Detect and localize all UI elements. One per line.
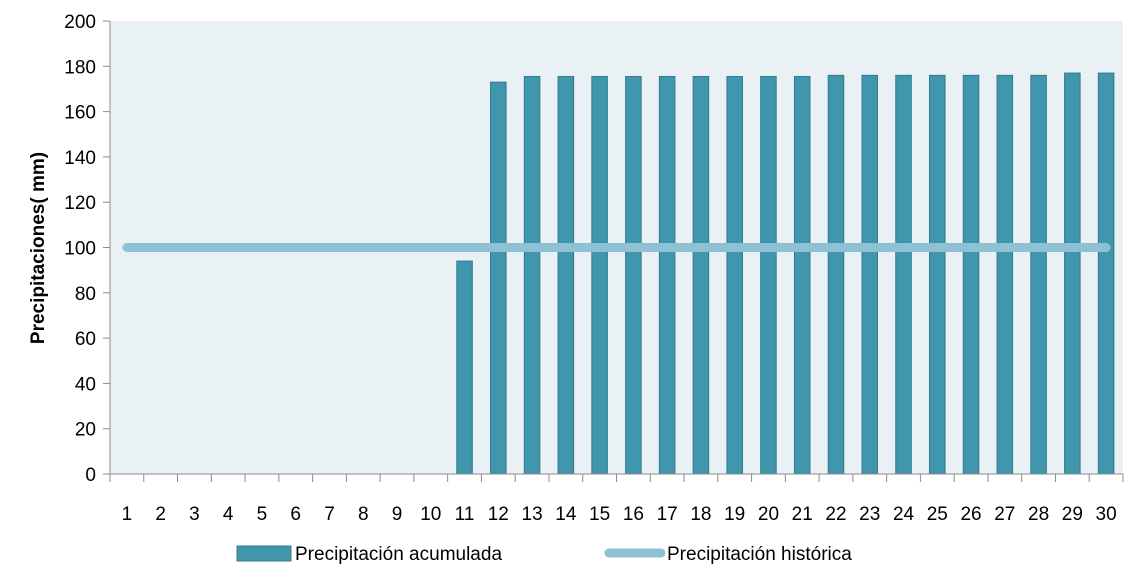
bar-30 bbox=[1097, 72, 1115, 475]
x-tick-label: 11 bbox=[455, 504, 475, 525]
bar-18 bbox=[692, 75, 710, 475]
x-tick-label: 19 bbox=[724, 504, 745, 525]
bar-23 bbox=[861, 74, 879, 475]
bar-14 bbox=[557, 75, 575, 475]
bar-26 bbox=[962, 74, 980, 475]
bar-22 bbox=[827, 74, 845, 475]
bar-13 bbox=[523, 75, 541, 475]
bar-11 bbox=[456, 260, 473, 475]
x-tick-label: 23 bbox=[859, 504, 880, 525]
y-tick-label: 20 bbox=[75, 420, 96, 441]
bar-17 bbox=[658, 75, 676, 475]
bar-29 bbox=[1064, 72, 1081, 475]
bar-25 bbox=[929, 74, 946, 475]
x-tick-label: 21 bbox=[792, 504, 813, 525]
bar-16 bbox=[625, 75, 642, 475]
x-tick-label: 18 bbox=[690, 504, 711, 525]
x-tick-label: 7 bbox=[324, 504, 335, 525]
x-tick-label: 26 bbox=[960, 504, 981, 525]
y-tick-label: 60 bbox=[75, 329, 96, 350]
legend: Precipitación acumulada Precipitación his… bbox=[236, 544, 852, 565]
x-tick-label: 25 bbox=[927, 504, 948, 525]
x-tick-label: 27 bbox=[994, 504, 1015, 525]
bars-group bbox=[456, 72, 1115, 475]
bar-28 bbox=[1030, 74, 1047, 475]
y-tick-label: 80 bbox=[75, 284, 96, 305]
bar-24 bbox=[895, 74, 912, 475]
x-ticks-group: 1 2 3 4 5 6 7 8 9 10 11 12 13 14 15 16 17 18 19 20 21 22 23 24 2… bbox=[109, 474, 1124, 525]
y-tick-label: 120 bbox=[64, 193, 96, 214]
x-tick-label: 12 bbox=[488, 504, 509, 525]
x-tick-label: 6 bbox=[290, 504, 301, 525]
y-tick-label: 40 bbox=[75, 374, 96, 395]
y-tick-label: 160 bbox=[64, 103, 96, 124]
x-tick-label: 28 bbox=[1028, 504, 1049, 525]
legend-label-bar: Precipitación acumulada bbox=[295, 544, 502, 565]
x-tick-label: 1 bbox=[122, 504, 133, 525]
y-tick-label: 140 bbox=[64, 148, 96, 169]
x-tick-label: 3 bbox=[189, 504, 200, 525]
x-tick-label: 4 bbox=[223, 504, 234, 525]
x-tick-label: 13 bbox=[522, 504, 543, 525]
legend-label-line: Precipitación histórica bbox=[667, 544, 852, 565]
x-tick-label: 22 bbox=[825, 504, 846, 525]
x-tick-label: 16 bbox=[623, 504, 644, 525]
x-tick-label: 2 bbox=[155, 504, 166, 525]
y-ticks-group: 0 20 40 60 80 100 120 140 160 180 200 bbox=[64, 12, 110, 486]
x-tick-label: 15 bbox=[589, 504, 610, 525]
x-tick-label: 5 bbox=[257, 504, 268, 525]
y-tick-label: 0 bbox=[85, 465, 96, 486]
x-tick-label: 17 bbox=[657, 504, 678, 525]
y-tick-label: 200 bbox=[64, 12, 96, 33]
bar-20 bbox=[760, 75, 777, 475]
x-tick-label: 24 bbox=[893, 504, 915, 525]
x-tick-label: 9 bbox=[392, 504, 403, 525]
legend-swatch-bar bbox=[236, 545, 292, 562]
bar-15 bbox=[591, 75, 608, 475]
y-tick-label: 100 bbox=[64, 239, 96, 260]
x-tick-label: 29 bbox=[1062, 504, 1083, 525]
bar-19 bbox=[726, 75, 743, 475]
x-tick-label: 20 bbox=[758, 504, 779, 525]
bar-27 bbox=[996, 74, 1014, 475]
bar-12 bbox=[490, 81, 507, 475]
bar-21 bbox=[793, 75, 811, 475]
y-tick-label: 180 bbox=[64, 57, 96, 78]
x-tick-label: 14 bbox=[555, 504, 577, 525]
y-axis-label: Precipitaciones( mm) bbox=[28, 152, 49, 344]
x-tick-label: 8 bbox=[358, 504, 369, 525]
x-tick-label: 10 bbox=[420, 504, 441, 525]
x-tick-label: 30 bbox=[1096, 504, 1117, 525]
